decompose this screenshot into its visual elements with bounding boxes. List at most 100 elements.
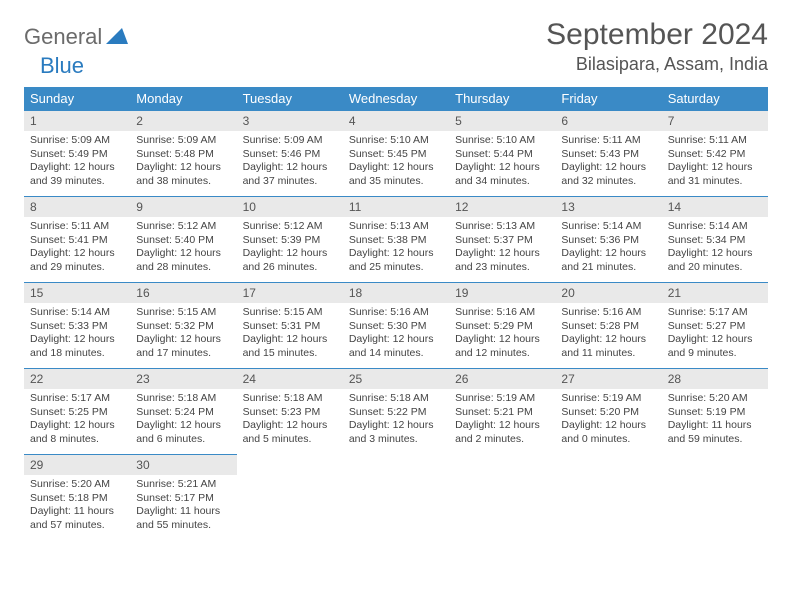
sunrise-line: Sunrise: 5:19 AM <box>561 392 655 406</box>
sunset-line: Sunset: 5:38 PM <box>349 234 443 248</box>
calendar-day-cell: 30Sunrise: 5:21 AMSunset: 5:17 PMDayligh… <box>130 455 236 541</box>
sunset-line: Sunset: 5:24 PM <box>136 406 230 420</box>
day-details: Sunrise: 5:15 AMSunset: 5:32 PMDaylight:… <box>130 303 236 367</box>
day-details: Sunrise: 5:12 AMSunset: 5:39 PMDaylight:… <box>237 217 343 281</box>
day-details: Sunrise: 5:16 AMSunset: 5:28 PMDaylight:… <box>555 303 661 367</box>
sunset-line: Sunset: 5:46 PM <box>243 148 337 162</box>
sunrise-line: Sunrise: 5:20 AM <box>30 478 124 492</box>
sunrise-line: Sunrise: 5:17 AM <box>668 306 762 320</box>
sunset-line: Sunset: 5:32 PM <box>136 320 230 334</box>
sunrise-line: Sunrise: 5:14 AM <box>30 306 124 320</box>
calendar-day-cell: 20Sunrise: 5:16 AMSunset: 5:28 PMDayligh… <box>555 283 661 369</box>
sunrise-line: Sunrise: 5:12 AM <box>136 220 230 234</box>
daylight-line: Daylight: 12 hours and 12 minutes. <box>455 333 549 360</box>
day-number: 28 <box>662 369 768 389</box>
sunrise-line: Sunrise: 5:10 AM <box>349 134 443 148</box>
title-block: September 2024 Bilasipara, Assam, India <box>546 18 768 75</box>
daylight-line: Daylight: 12 hours and 26 minutes. <box>243 247 337 274</box>
weekday-header: Saturday <box>662 87 768 111</box>
calendar-day-cell: 1Sunrise: 5:09 AMSunset: 5:49 PMDaylight… <box>24 111 130 197</box>
sunrise-line: Sunrise: 5:09 AM <box>243 134 337 148</box>
weekday-header: Monday <box>130 87 236 111</box>
day-details: Sunrise: 5:14 AMSunset: 5:33 PMDaylight:… <box>24 303 130 367</box>
daylight-line: Daylight: 12 hours and 23 minutes. <box>455 247 549 274</box>
day-number: 15 <box>24 283 130 303</box>
sunset-line: Sunset: 5:48 PM <box>136 148 230 162</box>
month-title: September 2024 <box>546 18 768 52</box>
daylight-line: Daylight: 12 hours and 5 minutes. <box>243 419 337 446</box>
day-number: 19 <box>449 283 555 303</box>
calendar-day-cell: 13Sunrise: 5:14 AMSunset: 5:36 PMDayligh… <box>555 197 661 283</box>
sunset-line: Sunset: 5:20 PM <box>561 406 655 420</box>
sunset-line: Sunset: 5:30 PM <box>349 320 443 334</box>
calendar-day-cell: 25Sunrise: 5:18 AMSunset: 5:22 PMDayligh… <box>343 369 449 455</box>
sunset-line: Sunset: 5:42 PM <box>668 148 762 162</box>
calendar-day-cell: 11Sunrise: 5:13 AMSunset: 5:38 PMDayligh… <box>343 197 449 283</box>
day-number: 11 <box>343 197 449 217</box>
sunset-line: Sunset: 5:49 PM <box>30 148 124 162</box>
day-number: 9 <box>130 197 236 217</box>
sunrise-line: Sunrise: 5:09 AM <box>30 134 124 148</box>
sunset-line: Sunset: 5:33 PM <box>30 320 124 334</box>
sunrise-line: Sunrise: 5:15 AM <box>243 306 337 320</box>
daylight-line: Daylight: 12 hours and 17 minutes. <box>136 333 230 360</box>
sunrise-line: Sunrise: 5:13 AM <box>455 220 549 234</box>
day-number: 23 <box>130 369 236 389</box>
day-number: 30 <box>130 455 236 475</box>
day-number: 6 <box>555 111 661 131</box>
daylight-line: Daylight: 12 hours and 0 minutes. <box>561 419 655 446</box>
sunrise-line: Sunrise: 5:11 AM <box>30 220 124 234</box>
calendar-day-cell: 18Sunrise: 5:16 AMSunset: 5:30 PMDayligh… <box>343 283 449 369</box>
daylight-line: Daylight: 12 hours and 25 minutes. <box>349 247 443 274</box>
sunrise-line: Sunrise: 5:16 AM <box>349 306 443 320</box>
day-details: Sunrise: 5:11 AMSunset: 5:43 PMDaylight:… <box>555 131 661 195</box>
sunset-line: Sunset: 5:41 PM <box>30 234 124 248</box>
day-details: Sunrise: 5:11 AMSunset: 5:42 PMDaylight:… <box>662 131 768 195</box>
sunset-line: Sunset: 5:29 PM <box>455 320 549 334</box>
weekday-header: Wednesday <box>343 87 449 111</box>
sunset-line: Sunset: 5:36 PM <box>561 234 655 248</box>
daylight-line: Daylight: 12 hours and 3 minutes. <box>349 419 443 446</box>
day-details: Sunrise: 5:10 AMSunset: 5:44 PMDaylight:… <box>449 131 555 195</box>
daylight-line: Daylight: 11 hours and 57 minutes. <box>30 505 124 532</box>
day-number: 4 <box>343 111 449 131</box>
sunrise-line: Sunrise: 5:14 AM <box>561 220 655 234</box>
sunset-line: Sunset: 5:19 PM <box>668 406 762 420</box>
calendar-day-cell: 3Sunrise: 5:09 AMSunset: 5:46 PMDaylight… <box>237 111 343 197</box>
day-details: Sunrise: 5:19 AMSunset: 5:21 PMDaylight:… <box>449 389 555 453</box>
sunset-line: Sunset: 5:37 PM <box>455 234 549 248</box>
sunset-line: Sunset: 5:39 PM <box>243 234 337 248</box>
day-number: 16 <box>130 283 236 303</box>
calendar-week-row: 29Sunrise: 5:20 AMSunset: 5:18 PMDayligh… <box>24 455 768 541</box>
calendar-day-cell: 4Sunrise: 5:10 AMSunset: 5:45 PMDaylight… <box>343 111 449 197</box>
daylight-line: Daylight: 12 hours and 37 minutes. <box>243 161 337 188</box>
sunrise-line: Sunrise: 5:11 AM <box>668 134 762 148</box>
day-details: Sunrise: 5:17 AMSunset: 5:25 PMDaylight:… <box>24 389 130 453</box>
calendar-day-cell: 14Sunrise: 5:14 AMSunset: 5:34 PMDayligh… <box>662 197 768 283</box>
calendar-day-cell <box>555 455 661 541</box>
sunset-line: Sunset: 5:17 PM <box>136 492 230 506</box>
day-details: Sunrise: 5:20 AMSunset: 5:19 PMDaylight:… <box>662 389 768 453</box>
calendar-day-cell: 12Sunrise: 5:13 AMSunset: 5:37 PMDayligh… <box>449 197 555 283</box>
daylight-line: Daylight: 12 hours and 15 minutes. <box>243 333 337 360</box>
day-number: 18 <box>343 283 449 303</box>
calendar-week-row: 15Sunrise: 5:14 AMSunset: 5:33 PMDayligh… <box>24 283 768 369</box>
calendar-day-cell: 24Sunrise: 5:18 AMSunset: 5:23 PMDayligh… <box>237 369 343 455</box>
daylight-line: Daylight: 12 hours and 21 minutes. <box>561 247 655 274</box>
sunset-line: Sunset: 5:44 PM <box>455 148 549 162</box>
calendar-day-cell: 22Sunrise: 5:17 AMSunset: 5:25 PMDayligh… <box>24 369 130 455</box>
sunrise-line: Sunrise: 5:10 AM <box>455 134 549 148</box>
day-number: 21 <box>662 283 768 303</box>
calendar-day-cell: 19Sunrise: 5:16 AMSunset: 5:29 PMDayligh… <box>449 283 555 369</box>
sunset-line: Sunset: 5:25 PM <box>30 406 124 420</box>
day-number: 5 <box>449 111 555 131</box>
sunset-line: Sunset: 5:45 PM <box>349 148 443 162</box>
day-number: 22 <box>24 369 130 389</box>
weekday-header: Thursday <box>449 87 555 111</box>
day-details: Sunrise: 5:13 AMSunset: 5:38 PMDaylight:… <box>343 217 449 281</box>
day-details: Sunrise: 5:21 AMSunset: 5:17 PMDaylight:… <box>130 475 236 539</box>
day-number: 12 <box>449 197 555 217</box>
calendar-day-cell <box>449 455 555 541</box>
day-number: 14 <box>662 197 768 217</box>
day-details: Sunrise: 5:13 AMSunset: 5:37 PMDaylight:… <box>449 217 555 281</box>
